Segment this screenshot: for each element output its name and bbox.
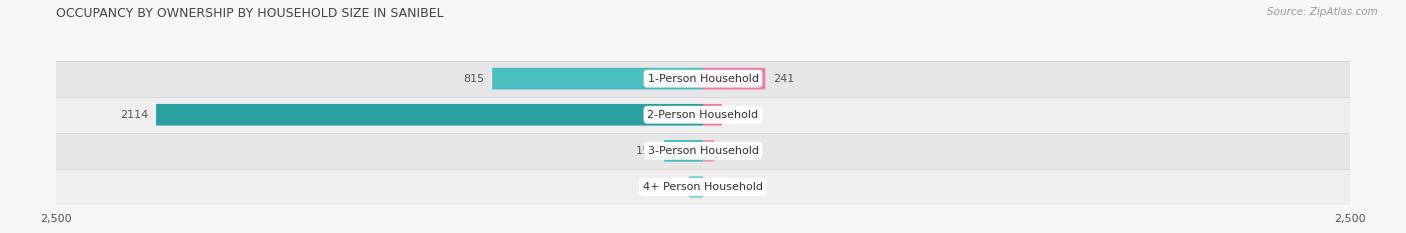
Text: 150: 150: [636, 146, 657, 156]
FancyBboxPatch shape: [492, 68, 703, 89]
Text: 73: 73: [730, 110, 744, 120]
FancyBboxPatch shape: [703, 104, 721, 126]
Text: Source: ZipAtlas.com: Source: ZipAtlas.com: [1267, 7, 1378, 17]
FancyBboxPatch shape: [664, 140, 703, 162]
Bar: [56, 61, 1350, 97]
Text: 3-Person Household: 3-Person Household: [648, 146, 758, 156]
FancyBboxPatch shape: [703, 140, 714, 162]
Text: 2-Person Household: 2-Person Household: [647, 110, 759, 120]
Text: 0: 0: [716, 182, 723, 192]
Bar: [56, 133, 1350, 169]
Text: OCCUPANCY BY OWNERSHIP BY HOUSEHOLD SIZE IN SANIBEL: OCCUPANCY BY OWNERSHIP BY HOUSEHOLD SIZE…: [56, 7, 444, 20]
FancyBboxPatch shape: [689, 176, 703, 198]
FancyBboxPatch shape: [703, 68, 765, 89]
Text: 2114: 2114: [120, 110, 149, 120]
Text: 54: 54: [666, 182, 682, 192]
Text: 4+ Person Household: 4+ Person Household: [643, 182, 763, 192]
Text: 44: 44: [723, 146, 737, 156]
Bar: [56, 169, 1350, 205]
Text: 241: 241: [773, 74, 794, 84]
Text: 1-Person Household: 1-Person Household: [648, 74, 758, 84]
FancyBboxPatch shape: [156, 104, 703, 126]
Bar: [56, 97, 1350, 133]
Text: 815: 815: [463, 74, 485, 84]
